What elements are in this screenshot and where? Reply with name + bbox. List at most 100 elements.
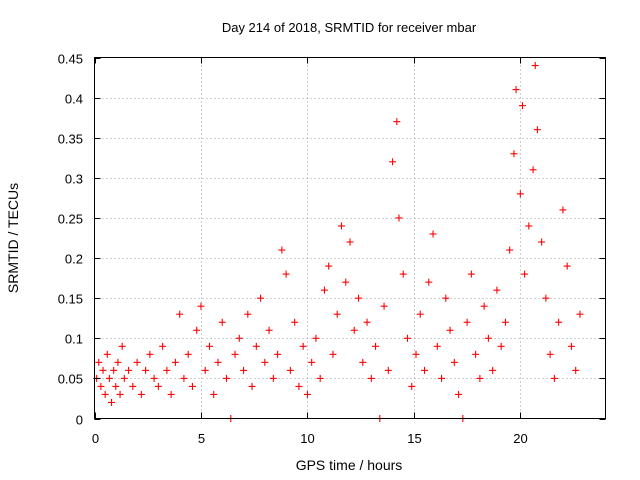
data-point — [372, 342, 380, 350]
data-point — [518, 102, 526, 110]
data-point — [467, 270, 475, 278]
data-point — [159, 342, 167, 350]
data-point — [433, 342, 441, 350]
data-point — [425, 278, 433, 286]
data-point — [205, 342, 213, 350]
data-point — [282, 270, 290, 278]
data-point — [116, 390, 124, 398]
data-point — [550, 374, 558, 382]
data-point — [501, 318, 509, 326]
data-point — [176, 310, 184, 318]
data-point — [120, 374, 128, 382]
data-point — [516, 190, 524, 198]
x-tick-label: 15 — [407, 431, 421, 446]
data-point — [231, 350, 239, 358]
data-point — [240, 366, 248, 374]
data-point — [380, 302, 388, 310]
data-point — [97, 382, 105, 390]
data-point — [320, 286, 328, 294]
data-point — [429, 230, 437, 238]
data-point — [201, 366, 209, 374]
data-point — [403, 334, 411, 342]
data-point — [163, 366, 171, 374]
data-point — [110, 366, 118, 374]
data-point — [210, 390, 218, 398]
data-point — [512, 86, 520, 94]
data-point — [446, 326, 454, 334]
data-point — [489, 366, 497, 374]
data-point — [261, 358, 269, 366]
data-point — [333, 310, 341, 318]
data-point — [112, 382, 120, 390]
data-point — [350, 326, 358, 334]
data-point — [101, 390, 109, 398]
data-point — [142, 366, 150, 374]
data-point — [286, 366, 294, 374]
data-point — [137, 390, 145, 398]
data-point — [542, 294, 550, 302]
data-point — [244, 310, 252, 318]
data-point — [337, 222, 345, 230]
y-tick-label: 0.2 — [65, 252, 83, 267]
x-tick-label: 5 — [198, 431, 205, 446]
data-point — [308, 358, 316, 366]
data-point — [257, 294, 265, 302]
y-tick-label: 0 — [76, 413, 83, 428]
data-point — [506, 246, 514, 254]
data-point — [455, 390, 463, 398]
data-point — [312, 334, 320, 342]
data-point — [269, 374, 277, 382]
data-point — [472, 350, 480, 358]
data-point — [105, 374, 113, 382]
data-point — [384, 366, 392, 374]
data-point — [214, 358, 222, 366]
data-point — [95, 358, 103, 366]
data-point — [572, 366, 580, 374]
data-point — [197, 302, 205, 310]
data-point — [389, 158, 397, 166]
data-point — [180, 374, 188, 382]
data-point — [274, 350, 282, 358]
data-point — [295, 382, 303, 390]
data-point — [576, 310, 584, 318]
data-point — [103, 350, 111, 358]
data-point — [412, 350, 420, 358]
data-point — [278, 246, 286, 254]
y-axis-label: SRMTID / TECUs — [5, 183, 21, 293]
data-point — [114, 358, 122, 366]
data-point — [291, 318, 299, 326]
data-point — [325, 262, 333, 270]
chart-title: Day 214 of 2018, SRMTID for receiver mba… — [222, 20, 477, 35]
data-point — [563, 262, 571, 270]
y-tick-label: 0.1 — [65, 332, 83, 347]
data-point — [329, 350, 337, 358]
data-point — [184, 350, 192, 358]
data-point — [442, 294, 450, 302]
data-point — [416, 310, 424, 318]
data-point — [450, 358, 458, 366]
data-point — [108, 398, 116, 406]
data-point — [408, 382, 416, 390]
data-point — [533, 126, 541, 134]
data-point — [395, 214, 403, 222]
ticks-layer: 0 0.05 0.1 0.15 0.2 0.25 0.3 0.35 0.4 0.45 0 5 10 15 2… — [58, 52, 606, 446]
data-point — [521, 270, 529, 278]
data-point — [154, 382, 162, 390]
data-point — [493, 286, 501, 294]
data-point — [476, 374, 484, 382]
y-tick-label: 0.05 — [58, 372, 83, 387]
y-tick-label: 0.45 — [58, 52, 83, 67]
data-point — [252, 342, 260, 350]
data-point — [559, 206, 567, 214]
x-tick-label: 0 — [92, 431, 99, 446]
data-point — [188, 382, 196, 390]
data-point — [367, 374, 375, 382]
data-point — [342, 278, 350, 286]
data-point — [555, 318, 563, 326]
y-tick-label: 0.25 — [58, 212, 83, 227]
data-point — [167, 390, 175, 398]
data-point — [531, 62, 539, 70]
y-tick-label: 0.3 — [65, 172, 83, 187]
data-point — [193, 326, 201, 334]
x-tick-label: 10 — [300, 431, 314, 446]
